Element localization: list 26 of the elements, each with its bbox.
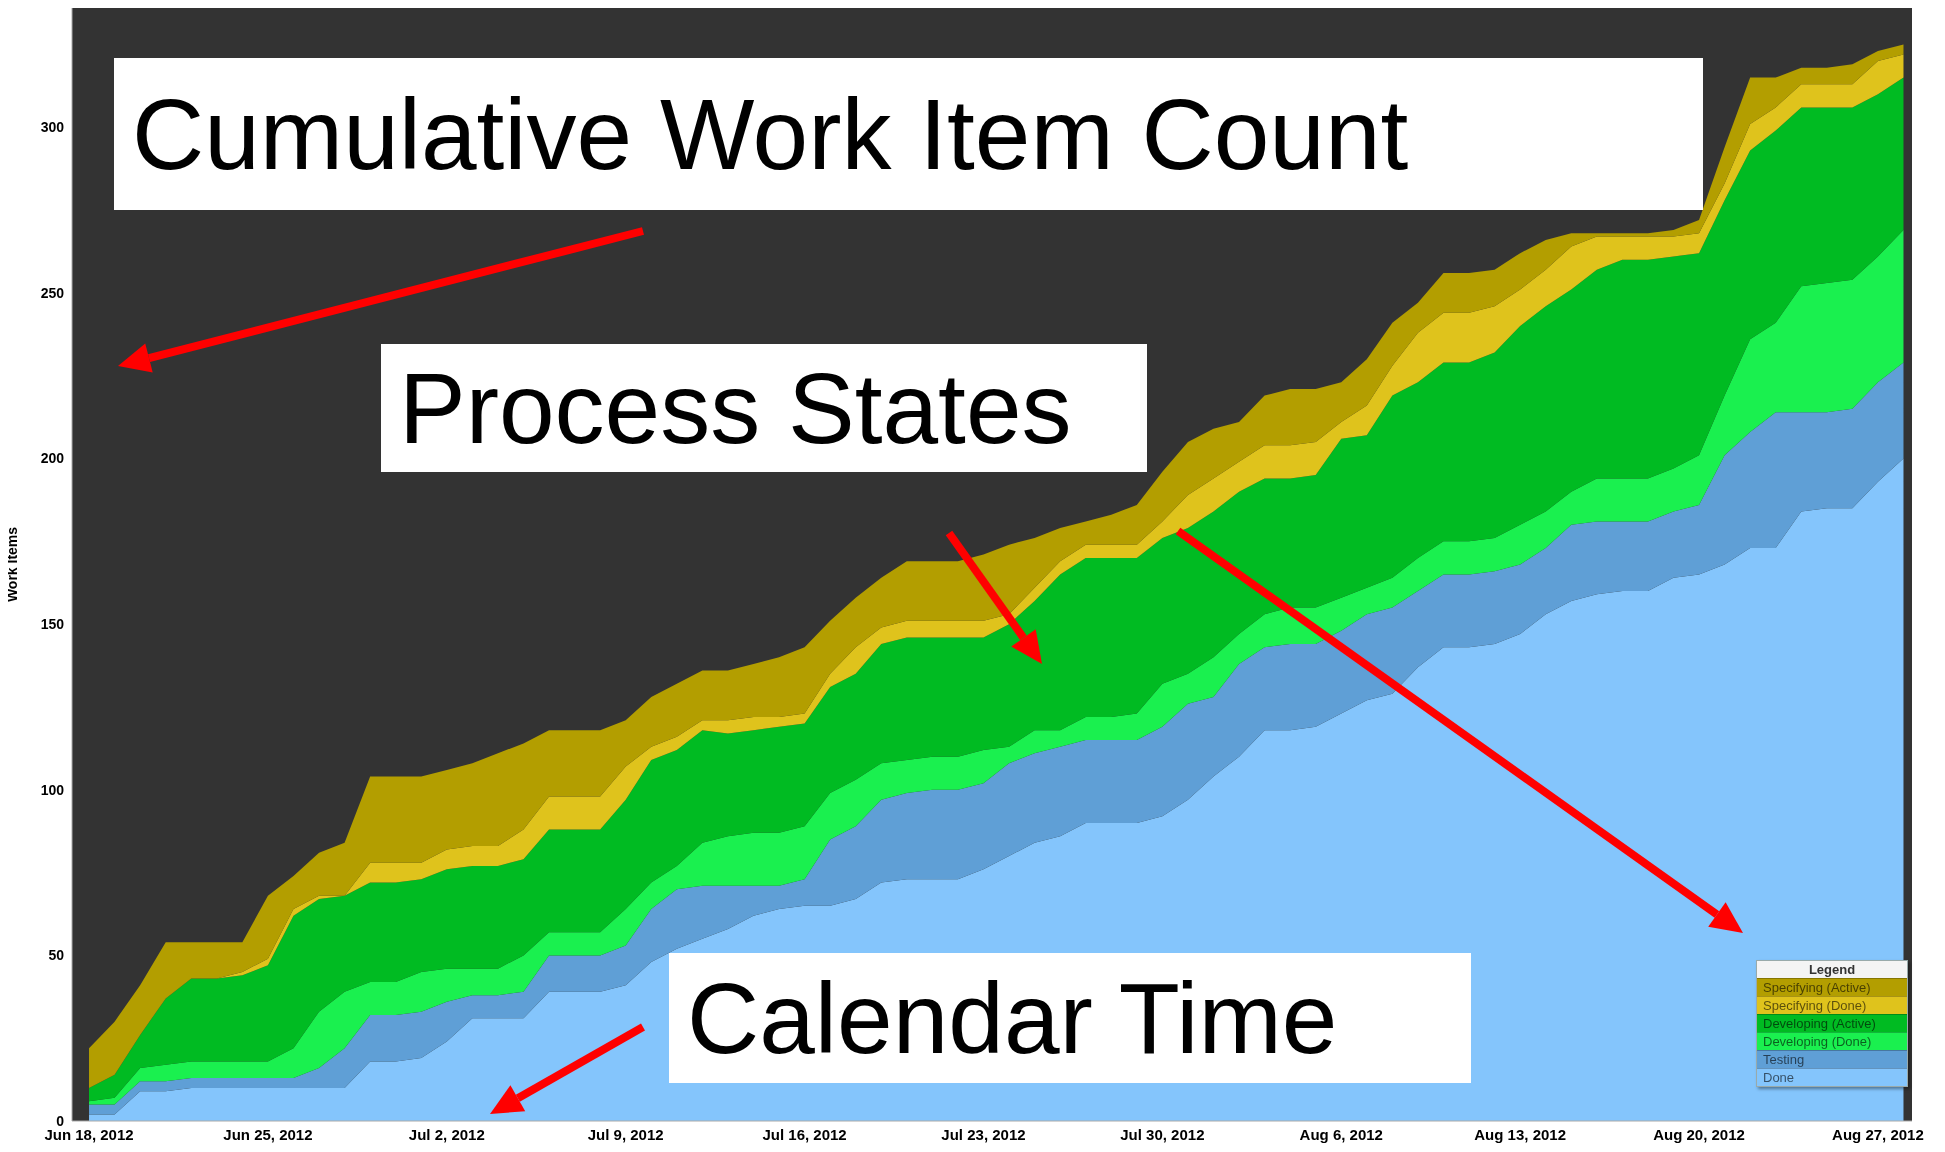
y-tick-label: 100 <box>40 781 65 798</box>
y-tick-label: 200 <box>40 450 65 467</box>
series-label: Done <box>1757 1068 1907 1086</box>
series-label: Developing (Done) <box>1757 1032 1907 1050</box>
x-tick-label: Jul 30, 2012 <box>1120 1125 1205 1143</box>
y-tick-label: 300 <box>40 119 65 136</box>
y-tick-label: 150 <box>40 616 65 633</box>
series-label: Specifying (Done) <box>1757 996 1907 1014</box>
x-tick-label: Jun 25, 2012 <box>223 1125 313 1143</box>
series-label: Specifying (Active) <box>1757 978 1907 996</box>
annotation: Cumulative Work Item Count <box>114 58 1703 210</box>
y-tick-label: 250 <box>40 284 65 301</box>
x-tick-label: Aug 13, 2012 <box>1474 1125 1567 1143</box>
legend-title: Legend <box>1807 961 1857 978</box>
x-tick-label: Aug 20, 2012 <box>1653 1125 1745 1143</box>
annotation: Calendar Time <box>669 953 1471 1083</box>
x-tick-label: Jul 9, 2012 <box>587 1125 664 1143</box>
y-tick-label: 50 <box>48 947 65 964</box>
x-tick-label: Jul 16, 2012 <box>762 1125 847 1143</box>
series-label: Developing (Active) <box>1757 1014 1907 1032</box>
series-label: Testing <box>1757 1050 1907 1068</box>
x-tick-label: Jul 2, 2012 <box>408 1125 485 1143</box>
x-tick-label: Aug 27, 2012 <box>1832 1125 1924 1143</box>
x-tick-label: Aug 6, 2012 <box>1299 1125 1383 1143</box>
x-tick-label: Jul 23, 2012 <box>941 1125 1026 1143</box>
annotation: Process States <box>381 344 1147 472</box>
